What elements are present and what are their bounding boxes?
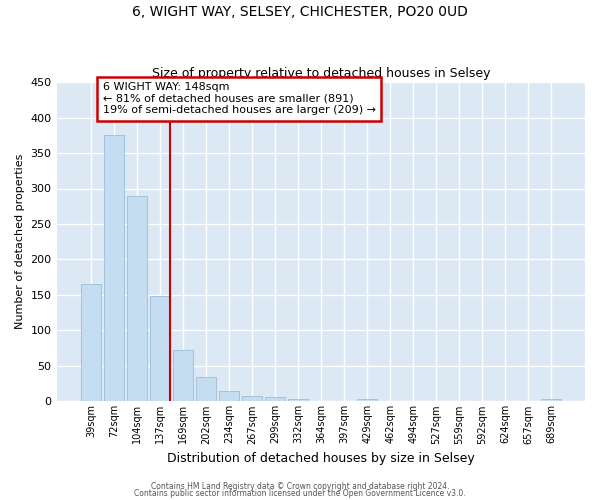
Bar bbox=[81, 284, 101, 402]
Bar bbox=[104, 136, 124, 402]
Bar bbox=[150, 296, 170, 402]
Text: 6, WIGHT WAY, SELSEY, CHICHESTER, PO20 0UD: 6, WIGHT WAY, SELSEY, CHICHESTER, PO20 0… bbox=[132, 5, 468, 19]
Text: 6 WIGHT WAY: 148sqm
← 81% of detached houses are smaller (891)
19% of semi-detac: 6 WIGHT WAY: 148sqm ← 81% of detached ho… bbox=[103, 82, 376, 116]
Text: Contains HM Land Registry data © Crown copyright and database right 2024.: Contains HM Land Registry data © Crown c… bbox=[151, 482, 449, 491]
Bar bbox=[289, 400, 308, 402]
Bar bbox=[358, 398, 377, 402]
Y-axis label: Number of detached properties: Number of detached properties bbox=[15, 154, 25, 330]
Bar bbox=[127, 196, 147, 402]
Title: Size of property relative to detached houses in Selsey: Size of property relative to detached ho… bbox=[152, 66, 490, 80]
Text: Contains public sector information licensed under the Open Government Licence v3: Contains public sector information licen… bbox=[134, 490, 466, 498]
Bar bbox=[196, 376, 216, 402]
Bar bbox=[242, 396, 262, 402]
Bar bbox=[173, 350, 193, 402]
Bar bbox=[265, 397, 285, 402]
Bar bbox=[219, 392, 239, 402]
Bar bbox=[541, 398, 561, 402]
X-axis label: Distribution of detached houses by size in Selsey: Distribution of detached houses by size … bbox=[167, 452, 475, 465]
